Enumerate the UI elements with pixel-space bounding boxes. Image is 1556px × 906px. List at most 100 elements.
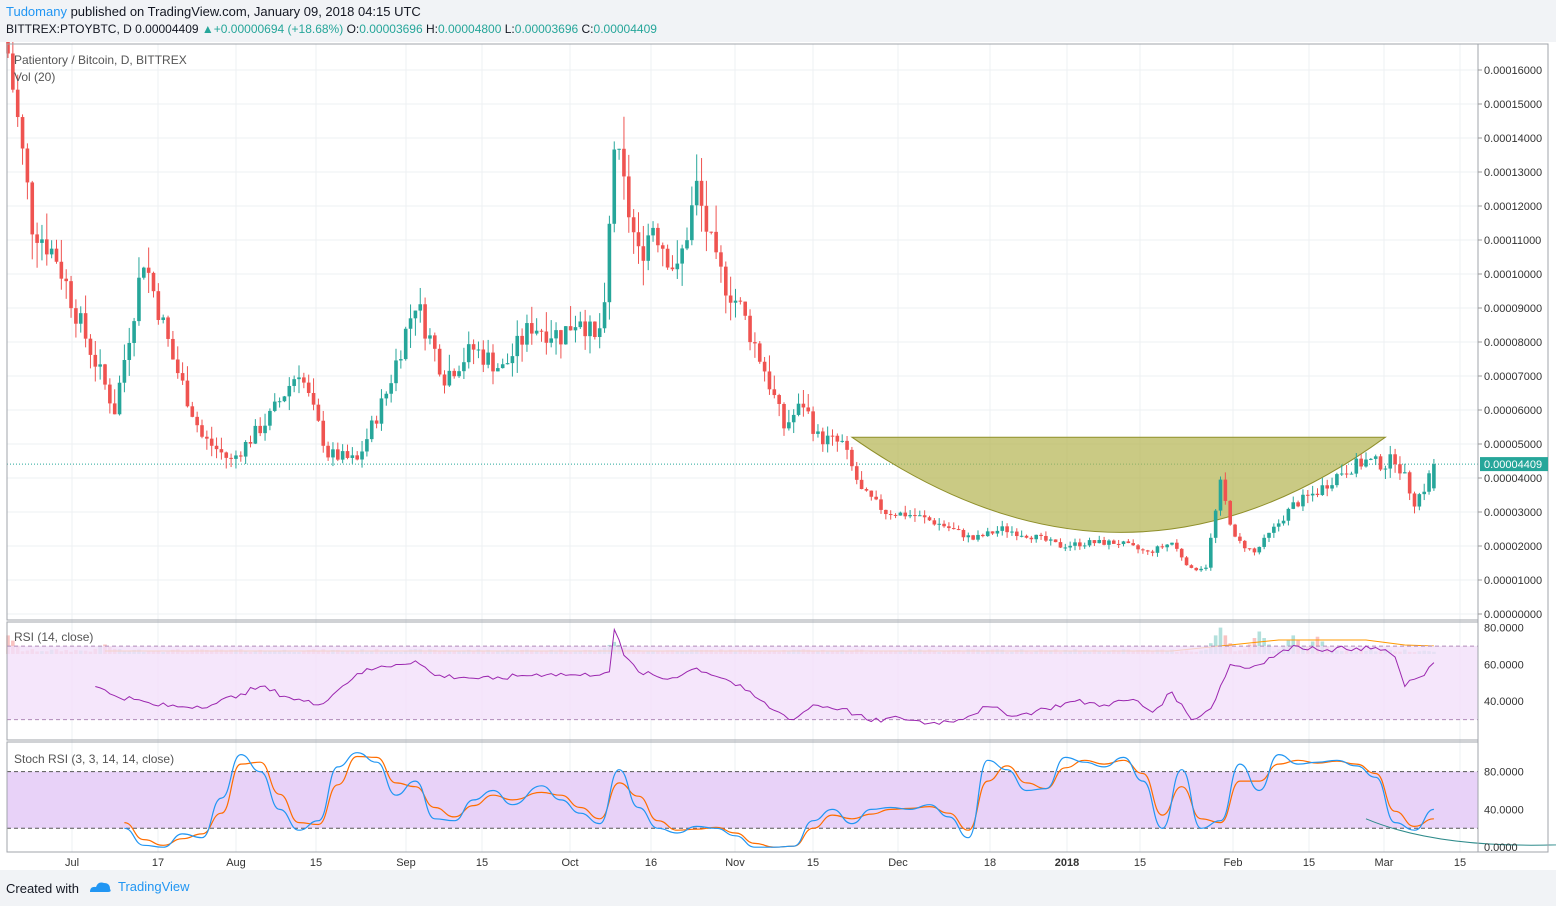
publish-line: Tudomany published on TradingView.com, J…: [6, 4, 421, 19]
candle-body: [1053, 539, 1058, 543]
price-tick-label: 0.00016000: [1484, 65, 1542, 77]
up-triangle-icon: ▲: [201, 22, 214, 36]
candle-body: [869, 490, 874, 497]
candle-body: [146, 267, 151, 273]
candle-body: [258, 425, 262, 434]
candle-body: [578, 321, 583, 328]
candle-body: [757, 343, 762, 362]
candle-body: [767, 371, 772, 390]
candle-body: [505, 363, 510, 365]
time-tick-label: 15: [1454, 857, 1466, 869]
candle-body: [1228, 500, 1232, 525]
close-value-2: 0.00004409: [593, 22, 657, 36]
stoch-band: [7, 771, 1478, 829]
candle-body: [408, 318, 413, 329]
price-axes: 0.00016000 0.00015000 0.00014000 0.00013000…: [1478, 65, 1542, 854]
price-tick-label: 0.00014000: [1484, 133, 1542, 145]
candle-body: [675, 263, 680, 270]
close-value: 0.00004409: [135, 22, 199, 36]
time-tick-label: 17: [152, 857, 164, 869]
candle-body: [854, 466, 859, 480]
candle-body: [292, 379, 296, 386]
candle-body: [1141, 549, 1145, 551]
candle-body: [927, 517, 932, 521]
candle-body: [660, 245, 665, 249]
volume-bar: [1291, 635, 1296, 654]
candle-body: [476, 349, 481, 351]
candle-body: [1257, 546, 1262, 553]
pane-frames: [6, 43, 1549, 853]
candle-body: [1369, 458, 1373, 460]
candle-body: [423, 304, 427, 339]
candle-body: [355, 455, 359, 460]
candle-body: [787, 422, 791, 429]
candle-body: [1015, 531, 1019, 537]
candle-body: [321, 420, 326, 446]
candle-body: [433, 335, 437, 349]
candle-body: [520, 335, 524, 345]
candle-body: [1010, 531, 1014, 533]
candle-body: [1102, 539, 1106, 545]
candle-body: [1073, 542, 1077, 546]
candle-body: [1116, 543, 1121, 545]
candle-body: [1422, 491, 1426, 495]
candle-body: [777, 395, 781, 404]
candle-body: [791, 414, 796, 423]
candle-body: [379, 398, 384, 424]
candle-body: [117, 382, 122, 415]
price-tick-label: 0.00002000: [1484, 541, 1542, 553]
candle-body: [544, 331, 549, 343]
author-link[interactable]: Tudomany: [6, 4, 67, 19]
created-with-label: Created with: [6, 881, 79, 896]
price-tick-label: 0.00012000: [1484, 201, 1542, 213]
time-tick-label: 15: [807, 857, 819, 869]
candle-body: [74, 308, 78, 324]
cup-pattern-drawing[interactable]: [850, 436, 1387, 533]
time-tick-label: Feb: [1224, 857, 1243, 869]
candle-body: [200, 425, 204, 437]
candle-body: [1349, 473, 1354, 475]
candle-body: [171, 338, 175, 360]
candle-body: [452, 370, 456, 377]
candle-body: [1024, 535, 1029, 538]
candle-body: [821, 431, 825, 445]
candle-body: [825, 435, 830, 445]
candle-body: [428, 335, 432, 339]
rsi-band: [7, 646, 1478, 720]
candle-body: [263, 425, 267, 434]
candle-body: [617, 148, 621, 150]
candle-body: [1170, 542, 1174, 545]
candle-body: [224, 452, 229, 458]
candle-body: [1145, 550, 1150, 552]
pane-border: [6, 43, 1479, 621]
candle-body: [898, 512, 903, 516]
candle-body: [132, 321, 136, 343]
stoch-k-line: [124, 752, 1435, 848]
candle-body: [1403, 472, 1407, 474]
candle-body: [1121, 541, 1126, 545]
candle-body: [636, 232, 641, 247]
volume-bar: [1262, 638, 1266, 654]
candle-body: [1238, 536, 1242, 541]
rsi-tick-label: 80.0000: [1484, 623, 1524, 635]
candle-body: [54, 248, 59, 262]
candle-body: [607, 223, 612, 303]
candle-body: [1048, 539, 1053, 541]
chart-canvas[interactable]: 0.00016000 0.00015000 0.00014000 0.00013000…: [0, 42, 1556, 870]
candle-body: [1373, 456, 1378, 459]
candle-body: [724, 266, 728, 296]
candle-body: [374, 420, 379, 424]
price-tick-label: 0.00004000: [1484, 473, 1542, 485]
candle-body: [816, 431, 820, 434]
candle-body: [762, 361, 767, 372]
candle-body: [1306, 494, 1310, 496]
volume-bar: [1218, 627, 1223, 654]
tradingview-brand[interactable]: TradingView: [88, 879, 190, 894]
candle-body: [1242, 540, 1247, 549]
candle-body: [772, 389, 777, 396]
candle-body: [559, 330, 563, 345]
candle-body: [699, 180, 704, 206]
candle-body: [1330, 485, 1334, 489]
candle-body: [1175, 542, 1179, 549]
candle-body: [951, 528, 956, 530]
